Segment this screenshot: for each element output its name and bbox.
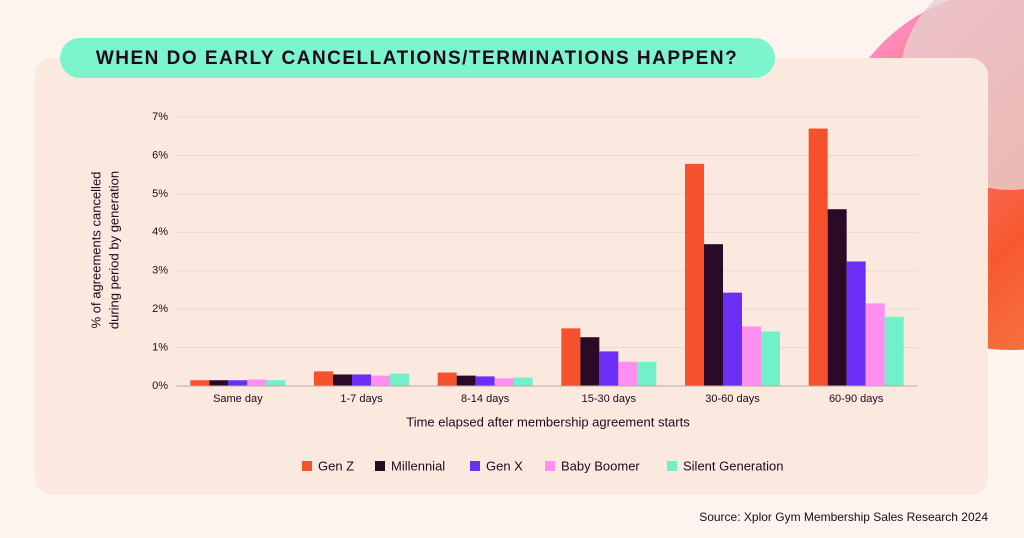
bar bbox=[846, 261, 866, 386]
bar bbox=[723, 292, 742, 386]
x-tick-label: 15-30 days bbox=[582, 393, 637, 405]
x-tick-label: 8-14 days bbox=[461, 393, 510, 405]
title-pill bbox=[60, 38, 775, 78]
legend-text: Gen X bbox=[486, 458, 523, 473]
source: Source: Xplor Gym Membership Sales Resea… bbox=[699, 510, 988, 524]
legend-text: Baby Boomer bbox=[561, 458, 640, 473]
bar bbox=[456, 375, 476, 386]
y-tick-label: 0% bbox=[152, 380, 168, 392]
bar bbox=[827, 209, 847, 386]
legend-swatch bbox=[667, 461, 677, 471]
y-tick-label: 5% bbox=[152, 188, 168, 200]
bar bbox=[704, 244, 723, 386]
bar bbox=[599, 351, 619, 386]
legend-swatch bbox=[470, 461, 480, 471]
legend-text: Gen Z bbox=[318, 458, 354, 473]
bar bbox=[884, 316, 904, 386]
bar bbox=[685, 163, 704, 386]
bar bbox=[190, 380, 210, 386]
y-tick-label: 6% bbox=[152, 149, 168, 161]
bar bbox=[371, 375, 390, 386]
bar bbox=[437, 372, 457, 386]
bar bbox=[494, 378, 514, 386]
bar bbox=[266, 380, 286, 386]
x-axis-title: Time elapsed after membership agreement … bbox=[406, 414, 690, 429]
bar bbox=[352, 374, 371, 386]
bar bbox=[637, 361, 657, 386]
y-axis-title: during period by generation bbox=[106, 171, 121, 329]
bar bbox=[247, 379, 267, 386]
bar bbox=[209, 380, 229, 386]
y-tick-label: 2% bbox=[152, 303, 168, 315]
x-tick-label: 60-90 days bbox=[829, 393, 884, 405]
bar bbox=[228, 380, 248, 386]
y-axis-title: % of agreements cancelled bbox=[88, 172, 103, 329]
x-tick-label: 30-60 days bbox=[705, 393, 760, 405]
x-tick-label: 1-7 days bbox=[340, 393, 383, 405]
y-tick-label: 1% bbox=[152, 341, 168, 353]
bar bbox=[808, 128, 828, 386]
chart-title: WHEN DO EARLY CANCELLATIONS/TERMINATIONS… bbox=[96, 48, 738, 69]
bar bbox=[618, 361, 638, 386]
bar bbox=[314, 371, 333, 386]
legend-swatch bbox=[302, 461, 312, 471]
bar bbox=[561, 328, 581, 386]
x-tick-label: Same day bbox=[213, 393, 263, 405]
bar bbox=[580, 337, 600, 386]
bar bbox=[333, 374, 352, 386]
bar bbox=[761, 331, 780, 386]
y-tick-label: 3% bbox=[152, 265, 168, 277]
legend-text: Millennial bbox=[391, 458, 445, 473]
bar bbox=[513, 377, 533, 386]
legend-text: Silent Generation bbox=[683, 458, 783, 473]
y-tick-label: 4% bbox=[152, 226, 168, 238]
bar bbox=[742, 326, 761, 386]
bar bbox=[390, 373, 409, 386]
legend-swatch bbox=[375, 461, 385, 471]
bar bbox=[865, 303, 885, 386]
y-tick-label: 7% bbox=[152, 111, 168, 123]
legend-swatch bbox=[545, 461, 555, 471]
bar bbox=[475, 376, 495, 386]
